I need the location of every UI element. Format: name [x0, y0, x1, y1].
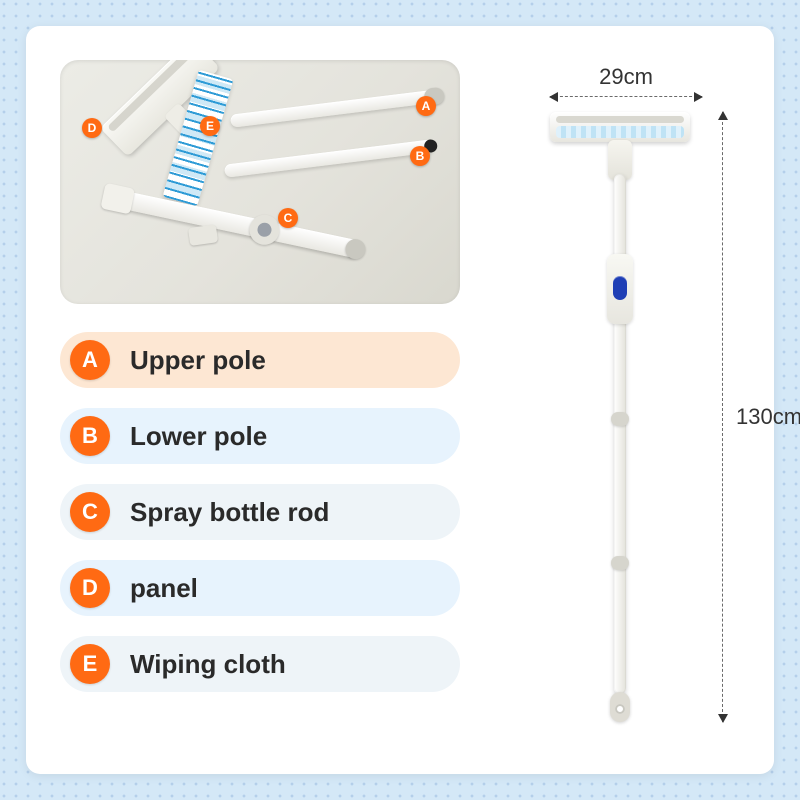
legend-badge: B — [70, 416, 110, 456]
product-head — [550, 112, 690, 142]
photo-marker-c: C — [278, 208, 298, 228]
product-pole — [614, 174, 626, 694]
legend-badge: A — [70, 340, 110, 380]
legend-badge: E — [70, 644, 110, 684]
dimension-height: 130cm — [722, 112, 723, 722]
exploded-view-photo: A B C D E — [60, 60, 460, 304]
legend-row-e: E Wiping cloth — [60, 636, 460, 692]
photo-marker-d: D — [82, 118, 102, 138]
product-endcap — [610, 692, 630, 722]
product-reservoir — [607, 254, 633, 324]
legend-label: Spray bottle rod — [130, 497, 329, 528]
info-card: ABCDE AUpper poleBLower poleCSpray bottl… — [26, 26, 774, 774]
legend-badge: D — [70, 568, 110, 608]
legend-row-c: C Spray bottle rod — [60, 484, 460, 540]
part-spray-rod — [123, 191, 361, 259]
component-legend: A Upper pole B Lower pole C Spray bottle rod D… — [60, 332, 460, 692]
legend-label: Wiping cloth — [130, 649, 286, 680]
product-joint — [611, 412, 629, 426]
photo-marker-e: E — [200, 116, 220, 136]
legend-row-b: B Lower pole — [60, 408, 460, 464]
part-lower-pole — [224, 139, 434, 177]
photo-marker-b: B — [410, 146, 430, 166]
dimension-width-label: 29cm — [550, 64, 702, 90]
product-joint — [611, 556, 629, 570]
spray-button-icon — [613, 276, 627, 300]
part-upper-pole — [230, 89, 440, 127]
dimension-height-label: 130cm — [736, 404, 800, 430]
legend-row-d: Dpanel — [60, 560, 460, 616]
legend-label: Lower pole — [130, 421, 267, 452]
legend-row-a: A Upper pole — [60, 332, 460, 388]
legend-label: panel — [130, 573, 198, 604]
photo-marker-a: A — [416, 96, 436, 116]
legend-badge: C — [70, 492, 110, 532]
legend-label: Upper pole — [130, 345, 266, 376]
dimension-width: 29cm — [550, 64, 702, 97]
assembled-product — [550, 112, 690, 722]
